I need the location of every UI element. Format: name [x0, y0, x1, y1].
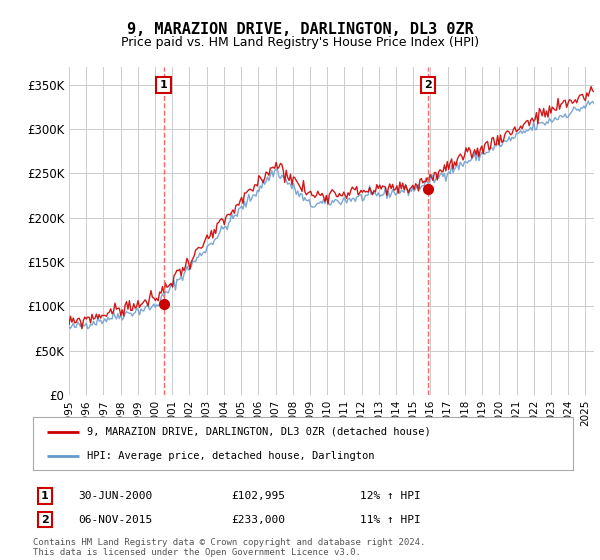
Text: 2: 2 — [41, 515, 49, 525]
Text: 9, MARAZION DRIVE, DARLINGTON, DL3 0ZR (detached house): 9, MARAZION DRIVE, DARLINGTON, DL3 0ZR (… — [87, 427, 431, 437]
Text: 1: 1 — [41, 491, 49, 501]
Text: 06-NOV-2015: 06-NOV-2015 — [78, 515, 152, 525]
Text: £233,000: £233,000 — [231, 515, 285, 525]
Text: 12% ↑ HPI: 12% ↑ HPI — [360, 491, 421, 501]
Text: HPI: Average price, detached house, Darlington: HPI: Average price, detached house, Darl… — [87, 451, 374, 461]
Text: 1: 1 — [160, 80, 167, 90]
Text: Contains HM Land Registry data © Crown copyright and database right 2024.
This d: Contains HM Land Registry data © Crown c… — [33, 538, 425, 557]
Text: £102,995: £102,995 — [231, 491, 285, 501]
Text: Price paid vs. HM Land Registry's House Price Index (HPI): Price paid vs. HM Land Registry's House … — [121, 36, 479, 49]
Text: 2: 2 — [424, 80, 431, 90]
Text: 9, MARAZION DRIVE, DARLINGTON, DL3 0ZR: 9, MARAZION DRIVE, DARLINGTON, DL3 0ZR — [127, 22, 473, 38]
Text: 11% ↑ HPI: 11% ↑ HPI — [360, 515, 421, 525]
Text: 30-JUN-2000: 30-JUN-2000 — [78, 491, 152, 501]
